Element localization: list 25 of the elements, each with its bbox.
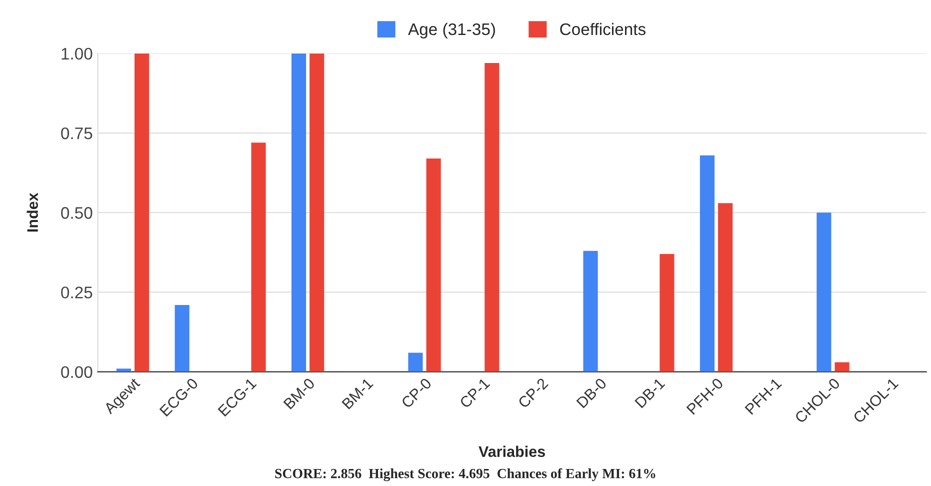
text: SCORE: 2.856 Highest Score: 4.695 Chances of Early MI: 61% — [275, 468, 656, 482]
bar — [174, 304, 190, 372]
bar — [426, 158, 441, 372]
x-axis-title: Variabies — [478, 446, 545, 458]
bar — [834, 362, 850, 372]
y-tick-label: 0.25 — [61, 286, 92, 298]
y-tick-label: 1.00 — [62, 48, 92, 60]
bar — [816, 212, 832, 372]
legend-label: Coefficients — [560, 22, 646, 36]
bar — [310, 53, 324, 372]
legend-label: Age (31-35) — [408, 22, 495, 38]
bar — [700, 155, 715, 372]
y-tick-label: 0.50 — [61, 207, 92, 219]
bar — [291, 53, 306, 372]
bar — [660, 254, 674, 372]
y-tick-label: 0.75 — [61, 127, 92, 140]
bar — [251, 142, 266, 372]
bar — [116, 368, 132, 372]
bar — [583, 250, 598, 372]
y-axis-title: Index — [26, 192, 38, 232]
bar — [484, 63, 500, 372]
bar — [134, 53, 150, 372]
bar — [408, 352, 423, 372]
bar — [718, 203, 733, 372]
y-tick-label: 0.00 — [61, 366, 92, 378]
